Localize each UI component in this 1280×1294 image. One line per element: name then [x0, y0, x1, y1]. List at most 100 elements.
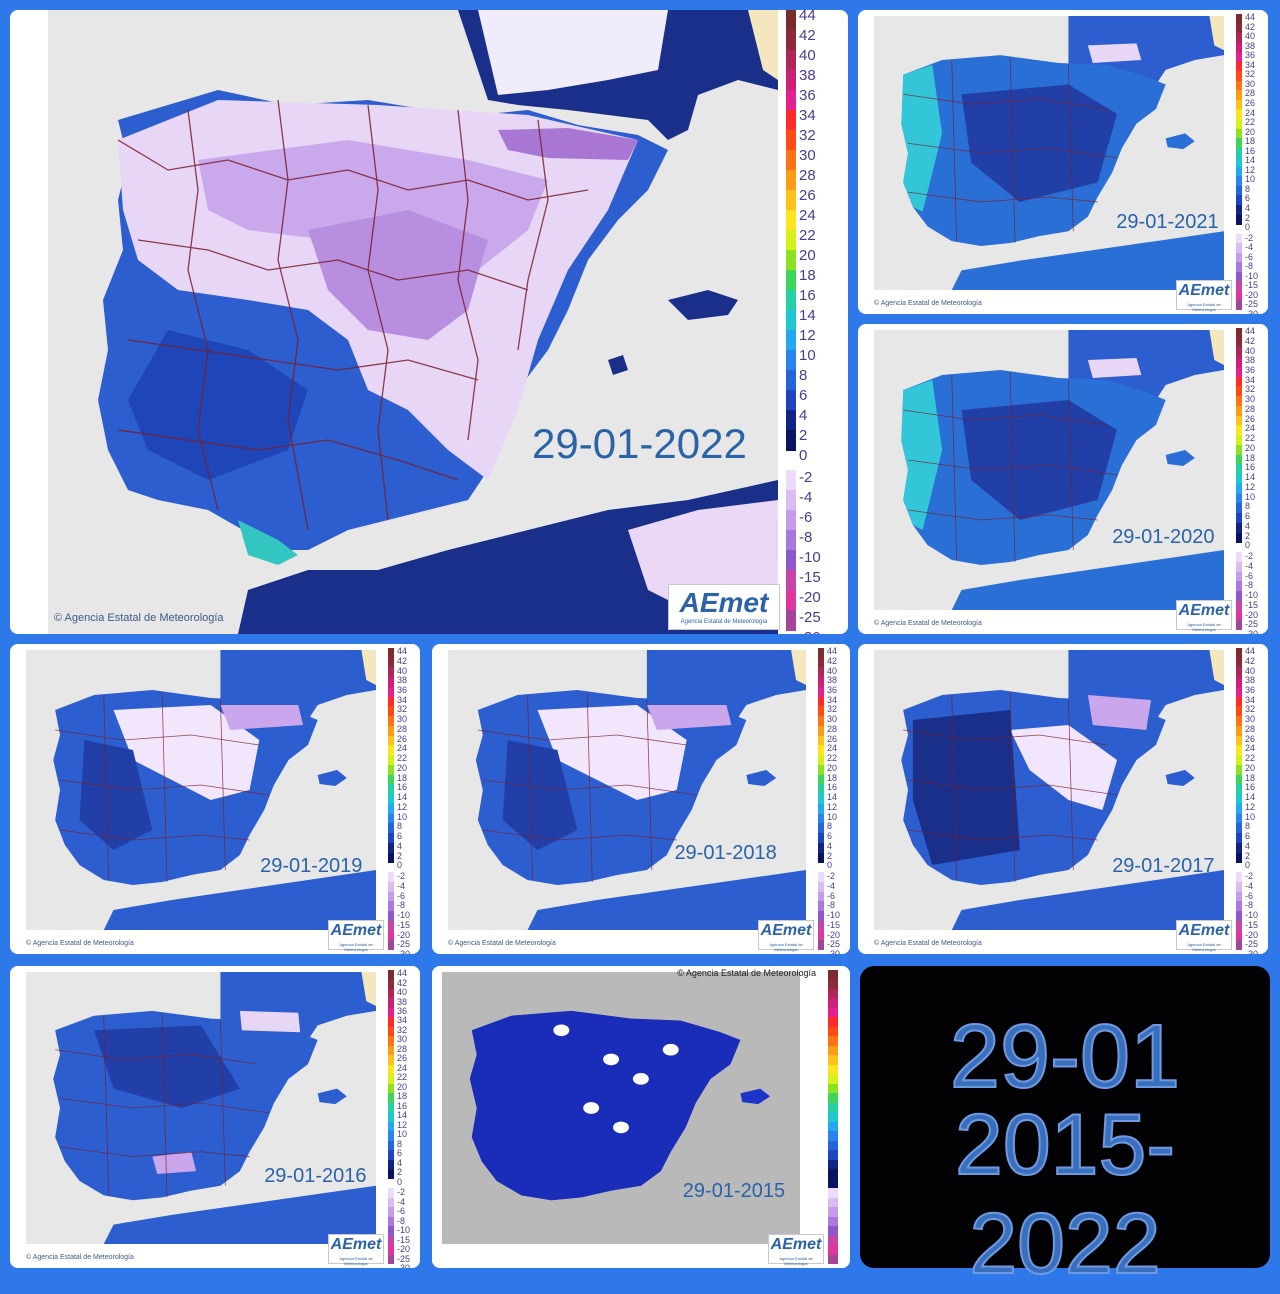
legend-tick: 44 [397, 646, 408, 657]
legend-tick: 36 [397, 684, 408, 695]
legend-tick: -25 [1245, 939, 1259, 950]
legend-tick: -10 [799, 549, 821, 566]
legend-tick: -10 [1245, 590, 1259, 601]
legend-tick: -25 [1245, 299, 1259, 310]
legend-tick: 12 [397, 1119, 408, 1130]
legend-swatch [1236, 444, 1242, 456]
legend-swatch [388, 1064, 394, 1075]
legend-tick: 18 [397, 772, 408, 783]
legend-tick: -4 [1245, 560, 1254, 571]
legend-tick: 12 [1245, 481, 1256, 492]
aemet-logo: AEmet Agencia Estatal de Meteorología [1176, 600, 1232, 632]
legend-swatch [818, 735, 824, 746]
legend-tick: 6 [1245, 511, 1251, 522]
temperature-map [432, 644, 850, 954]
legend-swatch [388, 1235, 394, 1246]
legend-swatch [1236, 252, 1242, 263]
legend-tick: -8 [1245, 900, 1254, 911]
legend-swatch [818, 813, 824, 824]
legend-swatch [388, 1074, 394, 1085]
legend-swatch [818, 911, 824, 922]
legend-swatch [388, 979, 394, 990]
legend-swatch [786, 310, 796, 331]
legend-swatch [786, 550, 796, 571]
legend-tick: -6 [397, 890, 406, 901]
legend-tick: 2 [397, 1167, 403, 1178]
legend-tick: 2 [1245, 850, 1251, 861]
legend-swatch [828, 1207, 838, 1218]
temperature-map [10, 966, 420, 1268]
legend-tick: 20 [1245, 442, 1256, 453]
legend-swatch [828, 979, 838, 990]
legend-tick: -2 [397, 871, 406, 882]
legend-tick: 28 [397, 723, 408, 734]
temperature-map [858, 10, 1268, 314]
legend-swatch [818, 920, 824, 931]
legend-swatch [828, 1226, 838, 1237]
legend-tick: 4 [799, 407, 808, 424]
legend-swatch [388, 813, 394, 824]
legend-tick: 18 [1245, 452, 1256, 463]
legend-tick: 14 [397, 792, 408, 803]
legend-tick: 40 [397, 987, 408, 998]
legend-swatch [388, 842, 394, 854]
legend-tick: 40 [799, 47, 816, 64]
legend-tick: -10 [1245, 910, 1259, 921]
legend-tick: -20 [1245, 929, 1259, 940]
legend-swatch [1236, 281, 1242, 292]
legend-tick: -2 [1245, 871, 1254, 882]
legend-swatch [1236, 813, 1242, 824]
legend-tick: 22 [1245, 117, 1256, 128]
legend-swatch [388, 716, 394, 727]
legend-swatch [818, 823, 824, 834]
legend-swatch [1236, 493, 1242, 504]
legend-tick: 0 [827, 860, 833, 871]
legend-swatch [1236, 204, 1242, 215]
legend-tick: 20 [397, 1081, 408, 1092]
legend-tick: 26 [397, 1053, 408, 1064]
legend-tick: -30 [827, 949, 841, 955]
map-panel-2017: 44 42 40 38 36 34 32 30 28 26 24 22 20 18 16 14 12 10 8 6 4 2… [858, 644, 1268, 954]
legend-swatch [818, 648, 824, 659]
legend-tick: 34 [827, 694, 838, 705]
legend-swatch [1236, 337, 1242, 348]
legend-tick: 30 [1245, 714, 1256, 725]
legend-tick: 38 [1245, 40, 1256, 51]
legend-tick: 44 [1245, 326, 1256, 337]
legend-tick: 28 [397, 1043, 408, 1054]
legend-tick: 18 [397, 1091, 408, 1102]
aemet-logo-text: AEmet [1178, 922, 1230, 939]
legend-tick: 32 [1245, 384, 1256, 395]
legend-swatch [1236, 483, 1242, 495]
legend-tick: -4 [827, 880, 836, 891]
legend-swatch [786, 10, 796, 31]
legend-swatch [388, 686, 394, 698]
legend-swatch [1236, 109, 1242, 120]
legend-swatch [1236, 581, 1242, 592]
temperature-legend [828, 970, 850, 1265]
legend-swatch [388, 657, 394, 668]
copyright-text: © Agencia Estatal de Meteorología [26, 1254, 134, 1261]
legend-swatch [388, 1007, 394, 1018]
temperature-map [858, 324, 1268, 634]
legend-tick: -15 [1245, 280, 1259, 291]
legend-tick: 8 [397, 821, 403, 832]
map-date-label: 29-01-2021 [1116, 210, 1219, 233]
legend-swatch [818, 764, 824, 776]
legend-tick: 32 [1245, 69, 1256, 80]
legend-swatch [388, 706, 394, 717]
legend-swatch [388, 1102, 394, 1113]
legend-tick: 42 [1245, 21, 1256, 32]
legend-tick: 24 [397, 743, 408, 754]
legend-swatch [388, 823, 394, 834]
legend-swatch [1236, 405, 1242, 417]
legend-swatch [786, 570, 796, 591]
legend-swatch [818, 745, 824, 756]
map-date-label: 29-01-2016 [264, 1165, 367, 1188]
legend-swatch [828, 1036, 838, 1047]
legend-swatch [828, 1245, 838, 1255]
legend-tick: 24 [1245, 423, 1256, 434]
aemet-logo: AEmet Agencia Estatal de Meteorología [768, 1234, 824, 1266]
aemet-logo-subtitle: Agencia Estatal de Meteorología [680, 619, 768, 625]
legend-swatch [1236, 648, 1242, 659]
